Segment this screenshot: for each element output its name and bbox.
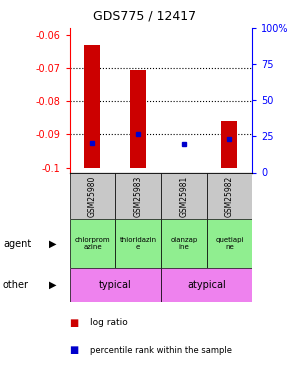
Text: GSM25981: GSM25981 (179, 176, 188, 217)
Text: GDS775 / 12417: GDS775 / 12417 (93, 9, 197, 22)
Text: log ratio: log ratio (90, 318, 128, 327)
Bar (84, 45, 100, 168)
Bar (206, 219, 252, 268)
Bar (161, 268, 252, 302)
Text: GSM25980: GSM25980 (88, 175, 97, 217)
Text: chlorprom
azine: chlorprom azine (75, 237, 110, 250)
Bar (115, 172, 161, 219)
Bar (70, 268, 161, 302)
Bar (70, 172, 115, 219)
Bar (222, 121, 238, 168)
Text: ▶: ▶ (49, 280, 57, 290)
Text: quetiapi
ne: quetiapi ne (215, 237, 244, 250)
Text: typical: typical (99, 280, 132, 290)
Text: thioridazin
e: thioridazin e (119, 237, 157, 250)
Text: ▶: ▶ (49, 239, 57, 249)
Text: ■: ■ (70, 318, 79, 328)
Bar (115, 219, 161, 268)
Text: agent: agent (3, 239, 31, 249)
Bar (70, 219, 115, 268)
Bar (161, 172, 206, 219)
Text: olanzap
ine: olanzap ine (170, 237, 197, 250)
Bar (130, 70, 146, 168)
Text: percentile rank within the sample: percentile rank within the sample (90, 346, 232, 355)
Text: atypical: atypical (187, 280, 226, 290)
Bar (161, 219, 206, 268)
Text: GSM25983: GSM25983 (134, 175, 143, 217)
Text: GSM25982: GSM25982 (225, 176, 234, 217)
Text: other: other (3, 280, 29, 290)
Bar (206, 172, 252, 219)
Text: ■: ■ (70, 345, 79, 355)
